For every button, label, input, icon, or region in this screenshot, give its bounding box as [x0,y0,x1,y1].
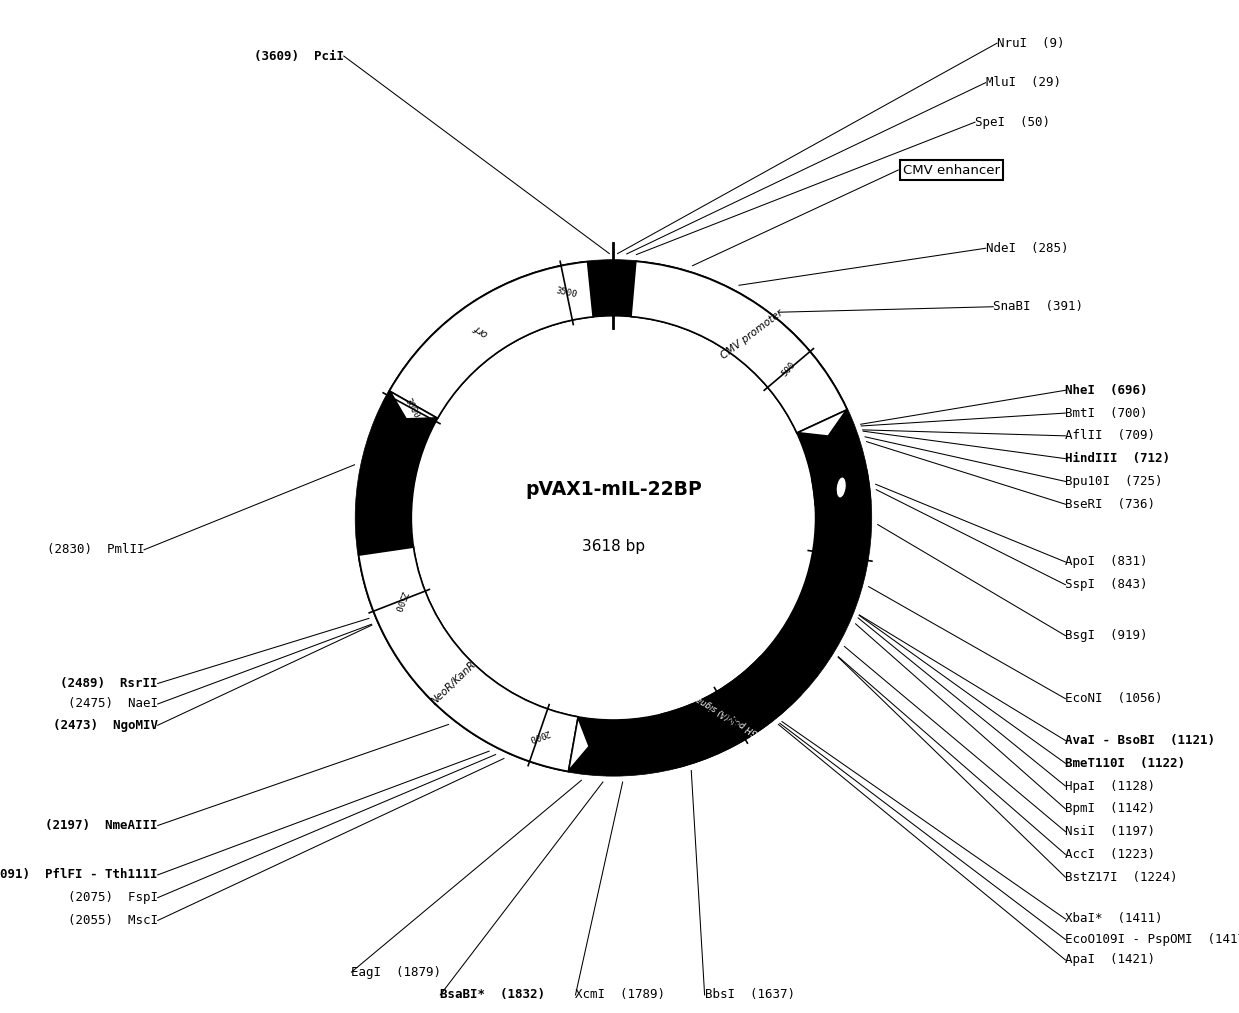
Text: ApaI  (1421): ApaI (1421) [1066,953,1156,966]
Polygon shape [798,410,846,437]
Text: BbsI  (1637): BbsI (1637) [705,989,794,1002]
Ellipse shape [836,477,846,498]
Text: NdeI  (285): NdeI (285) [986,242,1068,254]
Text: NsiI  (1197): NsiI (1197) [1066,826,1156,838]
Wedge shape [662,656,800,768]
Text: T7 promoter: T7 promoter [820,421,845,477]
Text: BsgI  (919): BsgI (919) [1066,629,1147,642]
Text: (2475)  NaeI: (2475) NaeI [68,698,157,710]
Text: BseRI  (736): BseRI (736) [1066,497,1156,511]
Text: BmeT110I  (1122): BmeT110I (1122) [1066,757,1186,770]
Text: 1000: 1000 [834,544,846,567]
Text: (2197)  NmeAIII: (2197) NmeAIII [46,820,157,832]
Text: (2830)  PmlII: (2830) PmlII [47,543,144,556]
Text: 2500: 2500 [392,590,408,613]
Text: (2473)  NgoMIV: (2473) NgoMIV [53,719,157,731]
Wedge shape [389,261,593,418]
Text: Bpu10I  (725): Bpu10I (725) [1066,475,1163,488]
Text: XbaI*  (1411): XbaI* (1411) [1066,913,1163,926]
Text: bGH poly(A) signal: bGH poly(A) signal [693,693,766,741]
Text: (3609)  PciI: (3609) PciI [254,50,343,63]
Text: NheI  (696): NheI (696) [1066,384,1147,397]
Text: CMV enhancer: CMV enhancer [903,163,1000,176]
Text: BstZ17I  (1224): BstZ17I (1224) [1066,870,1178,883]
Text: HindIII  (712): HindIII (712) [1066,452,1171,465]
Text: (2091)  PflFI - Tth111I: (2091) PflFI - Tth111I [0,868,157,881]
Text: SpeI  (50): SpeI (50) [975,115,1049,129]
Wedge shape [812,469,871,505]
Text: NeoR/KanR: NeoR/KanR [430,659,478,707]
Polygon shape [390,391,437,419]
Text: (2075)  FspI: (2075) FspI [68,891,157,905]
Text: XcmI  (1789): XcmI (1789) [575,989,665,1002]
Text: AflII  (709): AflII (709) [1066,430,1156,443]
Text: BmtI  (700): BmtI (700) [1066,406,1147,419]
Text: EcoO109I - PspOMI  (1417): EcoO109I - PspOMI (1417) [1066,933,1239,946]
Text: ApoI  (831): ApoI (831) [1066,555,1147,568]
Text: 1500: 1500 [720,706,742,724]
Text: NruI  (9): NruI (9) [997,36,1064,50]
Text: MluI  (29): MluI (29) [986,76,1061,89]
Text: orf: orf [472,322,489,338]
Text: AccI  (1223): AccI (1223) [1066,848,1156,861]
Circle shape [413,317,814,718]
Text: SnaBI  (391): SnaBI (391) [994,300,1083,313]
Text: (2055)  MscI: (2055) MscI [68,914,157,927]
Wedge shape [358,547,579,772]
Wedge shape [631,261,847,433]
Text: EagI  (1879): EagI (1879) [352,965,441,979]
Text: 3500: 3500 [555,287,579,300]
Text: BpmI  (1142): BpmI (1142) [1066,802,1156,815]
Text: (2489)  RsrII: (2489) RsrII [61,677,157,690]
Polygon shape [569,717,590,771]
Text: 3000: 3000 [403,397,421,419]
Text: pVAX1-mIL-22BP: pVAX1-mIL-22BP [525,479,701,498]
Text: 500: 500 [781,361,798,379]
Text: SspI  (843): SspI (843) [1066,578,1147,592]
Text: EcoNI  (1056): EcoNI (1056) [1066,692,1163,705]
Wedge shape [356,259,872,776]
Text: BsaBI*  (1832): BsaBI* (1832) [440,989,545,1002]
Text: 2000: 2000 [527,727,550,743]
Text: CMV promoter: CMV promoter [719,308,786,362]
Text: 3618 bp: 3618 bp [582,539,646,554]
Text: HpaI  (1128): HpaI (1128) [1066,780,1156,792]
Text: AvaI - BsoBI  (1121): AvaI - BsoBI (1121) [1066,734,1215,747]
